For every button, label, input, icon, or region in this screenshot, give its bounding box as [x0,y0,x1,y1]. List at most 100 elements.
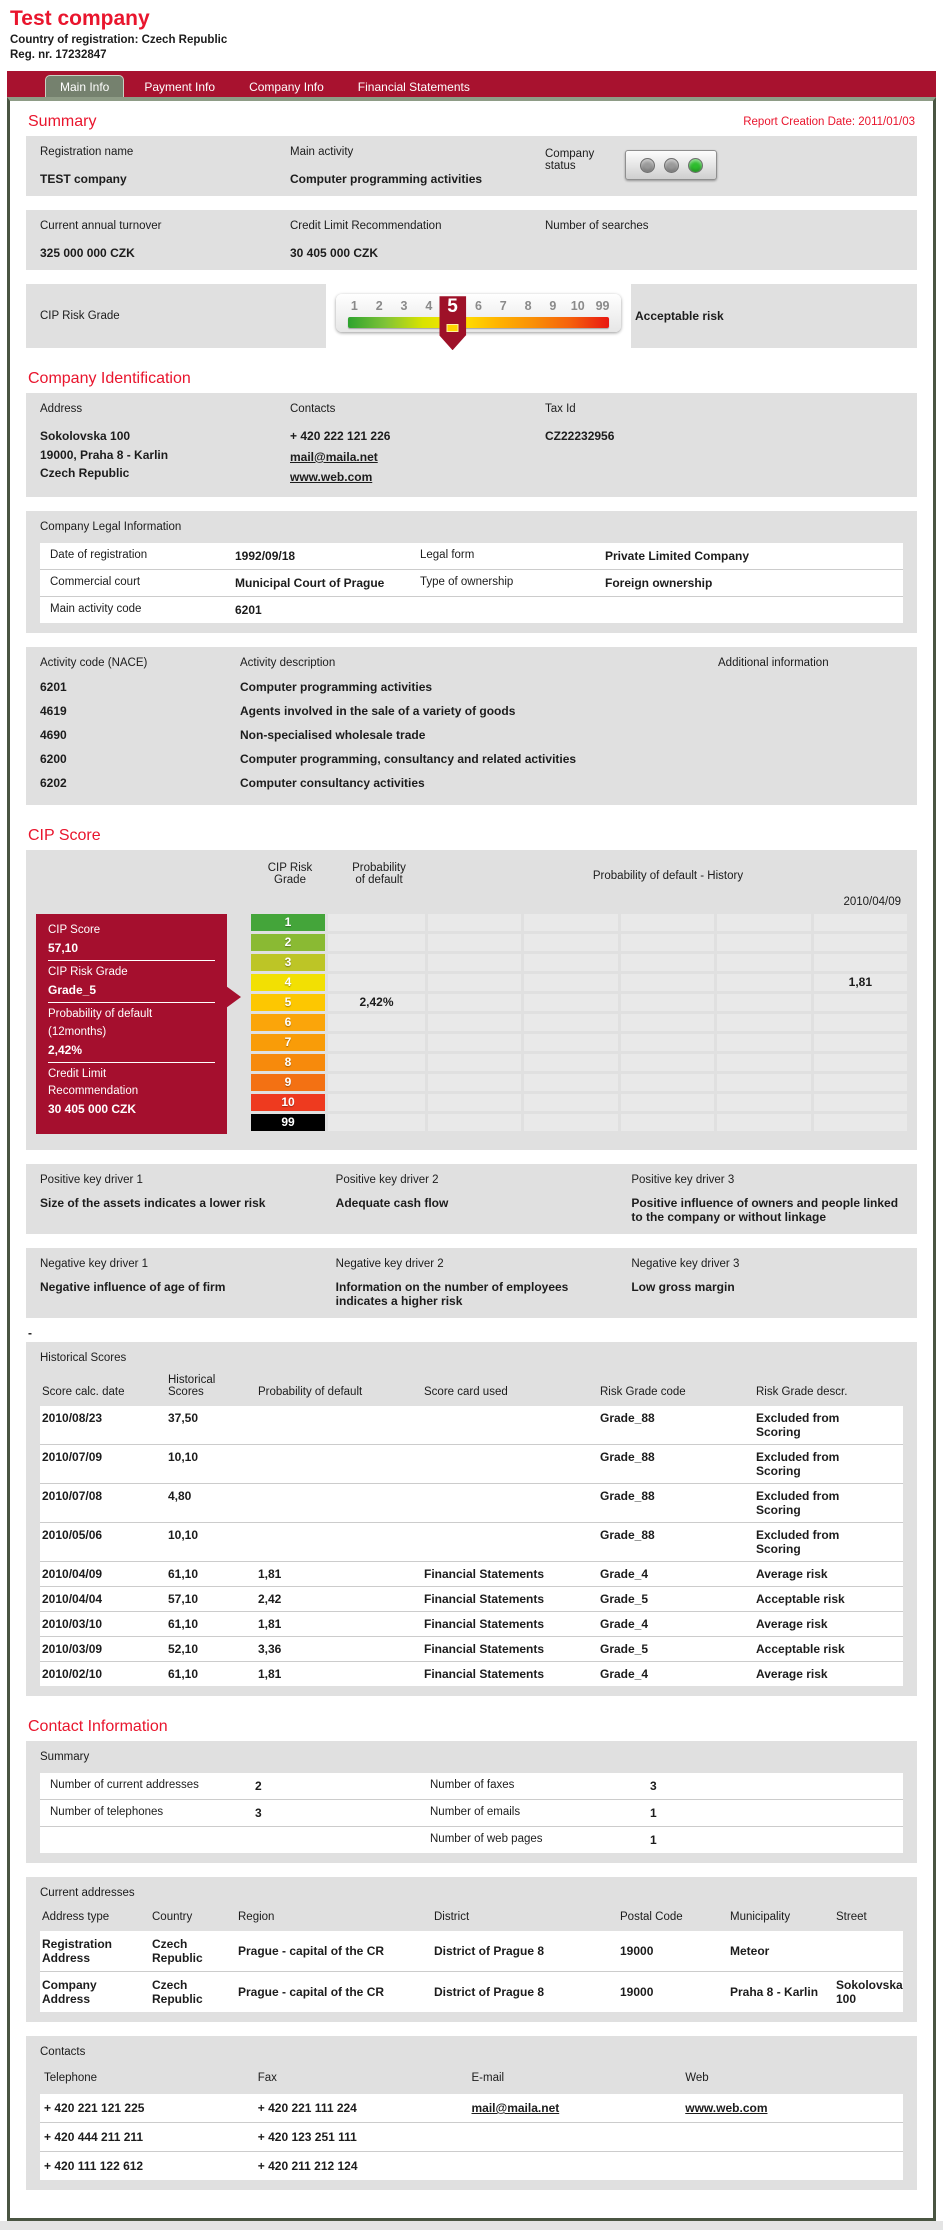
history-cell-3 [620,1113,715,1131]
history-cell-1 [428,1073,522,1091]
tab-financial-statements[interactable]: Financial Statements [357,80,470,95]
contact-web-link[interactable]: www.web.com [685,2100,768,2115]
nace-additional-info [718,704,903,718]
contact-email-link[interactable] [472,2159,686,2173]
legal-value-1: Municipal Court of Prague [235,575,385,590]
history-cell-3 [620,1073,715,1091]
contact-fax: + 420 221 111 224 [257,2100,357,2115]
history-cell-2 [524,1033,618,1051]
contact-telephone: + 420 111 122 612 [44,2158,144,2173]
current-addresses-panel: Current addresses Address type Country R… [26,1876,917,2022]
positive-driver-label: Positive key driver 3 [631,1173,735,1186]
history-date-label: 2010/04/09 [843,895,901,908]
history-cell-3 [620,973,715,991]
probability-cell [328,1033,425,1051]
risk-gauge-gradient-bar [348,317,609,329]
contact-telephone: + 420 444 211 211 [44,2129,144,2144]
legal-value-2: Private Limited Company [605,548,750,563]
grade-row: 4 1,81 [251,973,908,991]
csum-label-2: Number of faxes [430,1778,515,1791]
cip-score-section-header: CIP Score [20,819,923,850]
hist-card: Financial Statements [424,1616,545,1631]
contact-web-link[interactable] [685,2159,899,2173]
tab-main-info[interactable]: Main Info [45,75,125,98]
contact-web-link[interactable] [685,2130,899,2144]
nace-code: 4690 [40,727,67,742]
negative-driver: Negative key driver 3 Low gross margin [631,1258,903,1308]
nace-info-header: Additional information [718,656,829,669]
grade-row: 9 [251,1073,908,1091]
history-cell-4 [717,1013,811,1031]
tax-id-block: Tax Id CZ22232956 [545,403,903,443]
legal-label-1: Commercial court [50,575,141,588]
infobox-limit-label1: Credit Limit [48,1067,107,1080]
risk-grade-row: CIP Risk Grade 1234567891099 5 Acceptabl… [26,284,917,351]
negative-driver-label: Negative key driver 1 [40,1257,149,1270]
hist-card [424,1411,592,1439]
hist-descr: Average risk [756,1616,828,1631]
addr-region: Prague - capital of the CR [238,1943,385,1958]
nace-additional-info [718,752,903,766]
main-activity-label: Main activity [290,146,354,159]
nace-panel: Activity code (NACE) Activity descriptio… [26,646,917,805]
legal-info-row: Date of registration 1992/09/18 Legal fo… [40,542,903,569]
tab-payment-info[interactable]: Payment Info [144,80,216,95]
contact-email-link[interactable]: mail@maila.net [290,449,378,464]
contact-telephone: + 420 221 121 225 [44,2100,145,2115]
infobox-prob-label2: (12months) [48,1025,107,1038]
history-cell-4 [717,973,811,991]
negative-driver: Negative key driver 1 Negative influence… [40,1258,312,1308]
nace-row: 6201 Computer programming activities [40,675,903,699]
risk-gauge-numbers: 1234567891099 [342,299,615,313]
probability-cell [328,1093,425,1111]
history-cell-5 [813,933,908,951]
csum-label-2: Number of emails [430,1805,521,1818]
history-cell-2 [524,1073,618,1091]
probability-cell [328,973,425,991]
tab-company-info[interactable]: Company Info [249,80,324,95]
history-cell-4 [717,953,811,971]
legal-info-title: Company Legal Information [40,520,182,533]
nace-table: 6201 Computer programming activities 461… [40,675,903,795]
nace-description: Agents involved in the sale of a variety… [240,703,516,718]
gauge-number: 8 [524,299,532,314]
positive-driver-label: Positive key driver 2 [335,1173,439,1186]
history-cell-3 [620,933,715,951]
contact-web-link[interactable]: www.web.com [290,470,373,485]
registration-name-pair: Registration name TEST company [40,146,290,186]
positive-driver: Positive key driver 3 Positive influence… [631,1174,903,1224]
history-cell-1 [428,993,522,1011]
address-label: Address [40,403,83,416]
contact-row: + 420 111 122 612 + 420 211 212 124 [40,2150,903,2180]
grade-row: 99 [251,1113,908,1131]
positive-driver-text: Size of the assets indicates a lower ris… [40,1195,266,1210]
contacts-header-email: E-mail [471,2071,505,2084]
hist-prob [258,1528,416,1556]
nace-additional-info [718,680,903,694]
addr-municipality: Praha 8 - Karlin [730,1984,819,1999]
grade-cell: 5 [251,993,325,1011]
addr-header-region: Region [238,1910,275,1923]
contacts-label: Contacts [290,403,336,416]
page-footer-strip [0,2220,943,2230]
csum-value-1: 3 [255,1805,262,1820]
history-cell-2 [524,1113,618,1131]
legal-value-1: 6201 [235,602,262,617]
address-lines: Sokolovska 100 19000, Praha 8 - Karlin Cze… [40,427,290,483]
contact-email-link[interactable]: mail@maila.net [471,2100,560,2115]
company-status-indicator [625,150,717,181]
history-cell-1 [428,1113,522,1131]
nace-description: Computer programming, consultancy and re… [240,751,577,766]
summary-financials-panel: Current annual turnover 325 000 000 CZK … [26,210,917,271]
history-cell-1 [428,953,522,971]
history-cell-2 [524,933,618,951]
infobox-limit-label2: Recommendation [48,1085,139,1098]
gauge-number: 2 [375,299,383,314]
history-cell-1 [428,1033,522,1051]
grade-row: 8 [251,1053,908,1071]
contact-summary-table: Number of current addresses 2 Number of … [40,1772,903,1853]
registration-name-value: TEST company [40,172,127,187]
contact-email-link[interactable] [472,2130,686,2144]
grade-row: 2 [251,933,908,951]
grade-row: 7 [251,1033,908,1051]
